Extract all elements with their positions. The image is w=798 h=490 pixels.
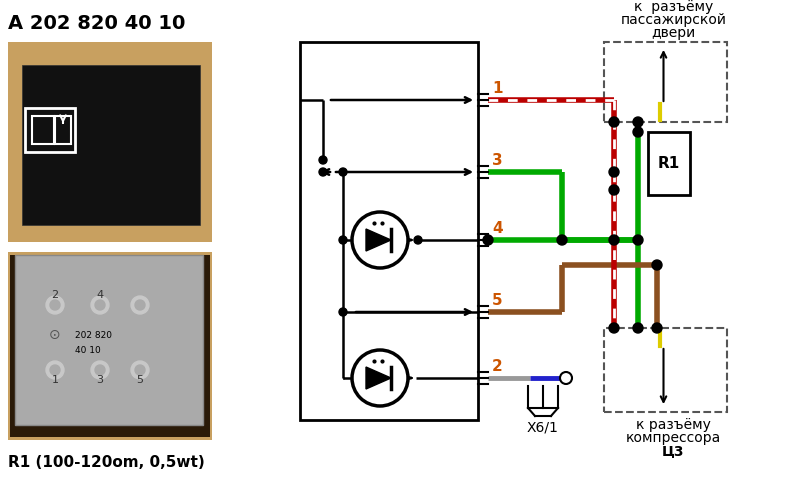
- Text: к  разъёму: к разъёму: [634, 0, 713, 14]
- Text: R1 (100-120om, 0,5wt): R1 (100-120om, 0,5wt): [8, 455, 205, 469]
- Text: к разъёму: к разъёму: [636, 418, 711, 432]
- Text: 4: 4: [97, 290, 104, 300]
- Circle shape: [352, 212, 408, 268]
- Bar: [8, 252, 212, 440]
- Circle shape: [339, 308, 347, 316]
- Circle shape: [95, 300, 105, 310]
- Circle shape: [46, 296, 64, 314]
- Text: 2: 2: [51, 290, 58, 300]
- Circle shape: [560, 372, 572, 384]
- Circle shape: [609, 235, 619, 245]
- Circle shape: [339, 168, 347, 176]
- Circle shape: [135, 365, 145, 375]
- Bar: [32, 116, 54, 144]
- Text: 202 820: 202 820: [75, 330, 112, 340]
- Circle shape: [609, 167, 619, 177]
- Circle shape: [633, 235, 643, 245]
- Circle shape: [609, 117, 619, 127]
- Circle shape: [50, 365, 60, 375]
- Bar: [300, 42, 478, 420]
- Circle shape: [633, 127, 643, 137]
- Text: двери: двери: [651, 26, 696, 40]
- Bar: [25, 108, 75, 152]
- Circle shape: [319, 156, 327, 164]
- Text: 1: 1: [52, 375, 58, 385]
- Text: 5: 5: [492, 293, 503, 308]
- Circle shape: [652, 323, 662, 333]
- Circle shape: [633, 323, 643, 333]
- Circle shape: [91, 296, 109, 314]
- Polygon shape: [366, 367, 391, 389]
- Bar: [55, 116, 71, 144]
- Circle shape: [91, 361, 109, 379]
- Text: 3: 3: [492, 153, 503, 168]
- Text: пассажирской: пассажирской: [621, 13, 726, 27]
- Text: 4: 4: [492, 221, 503, 236]
- Text: 5: 5: [136, 375, 144, 385]
- Text: 1: 1: [492, 81, 503, 96]
- Circle shape: [352, 350, 408, 406]
- Circle shape: [135, 300, 145, 310]
- Circle shape: [46, 361, 64, 379]
- Polygon shape: [366, 229, 391, 251]
- Text: Ц3: Ц3: [662, 444, 685, 458]
- Bar: [648, 132, 690, 195]
- Bar: [10, 255, 210, 437]
- Circle shape: [95, 365, 105, 375]
- Bar: [604, 42, 727, 122]
- Circle shape: [609, 323, 619, 333]
- Text: R1: R1: [658, 156, 680, 171]
- Bar: [22, 65, 200, 225]
- Circle shape: [131, 361, 149, 379]
- Circle shape: [319, 168, 327, 176]
- Circle shape: [633, 117, 643, 127]
- Text: X6/1: X6/1: [527, 420, 559, 434]
- Text: ⊙: ⊙: [49, 328, 61, 342]
- Text: 2: 2: [492, 359, 503, 374]
- Circle shape: [339, 236, 347, 244]
- Bar: [604, 328, 727, 412]
- Text: 40 10: 40 10: [75, 345, 101, 354]
- Text: компрессора: компрессора: [626, 431, 721, 445]
- Text: 3: 3: [97, 375, 104, 385]
- Circle shape: [50, 300, 60, 310]
- Circle shape: [652, 260, 662, 270]
- Circle shape: [557, 235, 567, 245]
- Circle shape: [131, 296, 149, 314]
- Circle shape: [609, 185, 619, 195]
- Text: А 202 820 40 10: А 202 820 40 10: [8, 14, 185, 33]
- Bar: [15, 255, 203, 425]
- Bar: [8, 42, 212, 242]
- Circle shape: [483, 235, 493, 245]
- Circle shape: [414, 236, 422, 244]
